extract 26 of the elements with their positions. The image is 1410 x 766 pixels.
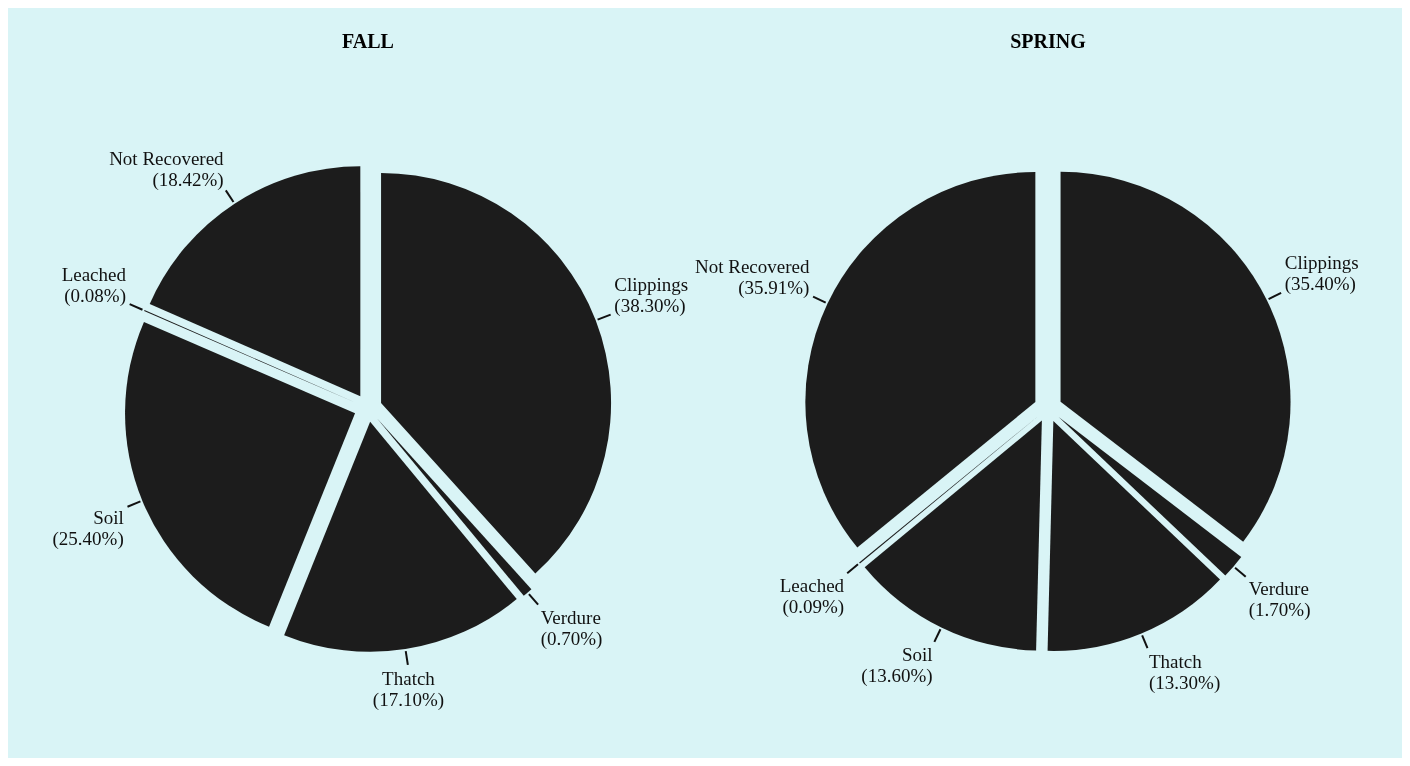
data-label: (17.10%): [372, 688, 445, 711]
slice-label: Clippings: [614, 274, 689, 296]
slice-label: Clippings: [1284, 252, 1359, 274]
slice-label: Thatch: [382, 667, 436, 689]
data-label: (18.42%): [152, 168, 224, 191]
slice-label: Thatch: [1149, 650, 1203, 672]
data-label: (35.40%): [1284, 273, 1356, 296]
slice-label: Verdure: [1248, 578, 1309, 600]
data-label: (0.09%): [782, 595, 845, 618]
data-label: (0.08%): [64, 284, 126, 307]
slice-label: Soil: [93, 507, 124, 529]
data-label: (13.60%): [861, 665, 933, 688]
data-label: (1.70%): [1248, 599, 1311, 622]
chart-title: FALL: [342, 30, 394, 52]
data-label: (25.40%): [52, 528, 124, 551]
slice-label: Soil: [901, 644, 933, 666]
data-label: (13.30%): [1149, 671, 1221, 694]
data-label: (38.30%): [614, 295, 686, 318]
slice-label: Not Recovered: [694, 255, 810, 277]
slice-label: Leached: [779, 574, 845, 596]
data-label: (35.91%): [738, 276, 810, 299]
slice-label: Leached: [61, 263, 127, 285]
slice-label: Verdure: [540, 606, 601, 628]
data-label: (0.70%): [540, 627, 603, 650]
slice-label: Not Recovered: [109, 147, 225, 169]
chart-title: SPRING: [1010, 30, 1087, 52]
